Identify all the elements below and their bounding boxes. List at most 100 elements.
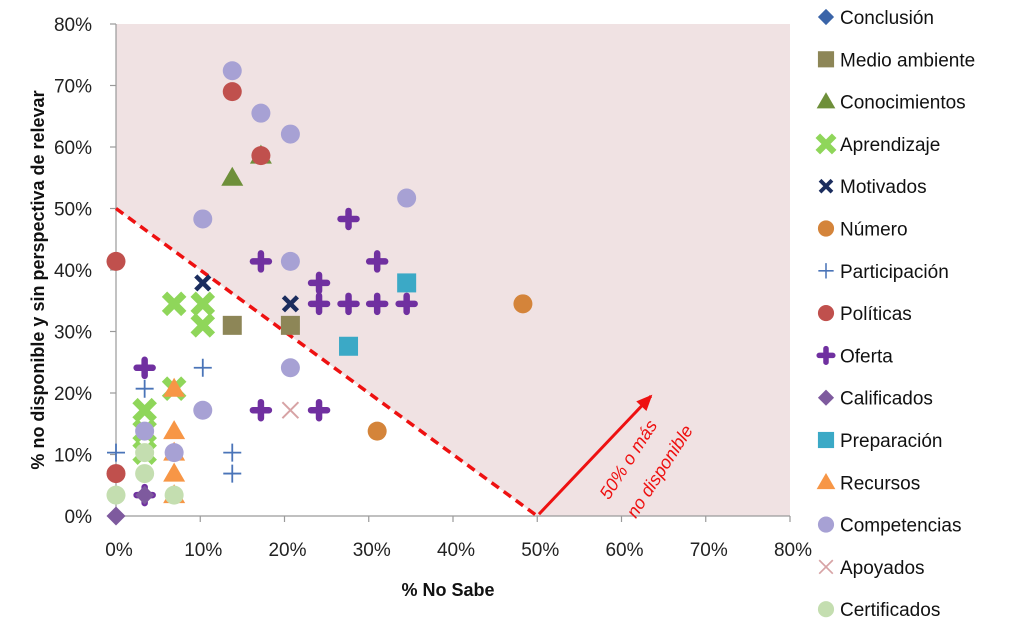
data-point: [223, 464, 242, 483]
legend-marker: [817, 305, 835, 322]
y-tick-label: 10%: [54, 446, 92, 467]
x-axis-title: % No Sabe: [401, 580, 494, 600]
y-axis: 0% 10% 20% 30% 40% 50% 60% 70% 80%: [54, 15, 116, 528]
legend-label: Competencias: [840, 516, 961, 537]
data-point: [307, 398, 331, 422]
y-tick-label: 40%: [54, 261, 92, 282]
series-competencias: [135, 61, 417, 463]
legend-item: Número: [817, 220, 908, 241]
data-point: [135, 379, 154, 398]
x-tick-label: 60%: [605, 540, 643, 561]
annotation-arrow: [537, 394, 653, 516]
legend-label: Preparación: [840, 431, 942, 452]
legend-marker: [816, 472, 836, 490]
data-point: [397, 188, 417, 208]
data-point: [193, 209, 213, 229]
legend-label: Certificados: [840, 600, 940, 621]
data-points: [106, 61, 533, 526]
data-point: [164, 443, 184, 463]
y-tick-label: 30%: [54, 323, 92, 344]
y-tick-label: 20%: [54, 384, 92, 405]
data-point: [365, 250, 389, 273]
legend-marker: [817, 389, 835, 406]
data-point: [194, 274, 212, 292]
data-point: [106, 506, 126, 526]
series-políticas: [106, 82, 271, 484]
data-point: [133, 356, 156, 380]
legend-label: Conclusión: [840, 8, 934, 29]
data-point: [397, 273, 417, 293]
data-point: [106, 485, 126, 505]
y-axis-title: % no disponible y sin perspectiva de rel…: [28, 90, 48, 469]
legend-item: Calificados: [817, 389, 933, 410]
legend-item: Participación: [818, 262, 949, 283]
legend-label: Conocimientos: [840, 93, 966, 114]
series-certificados: [106, 443, 184, 505]
legend-item: Oferta: [816, 345, 893, 367]
data-point: [161, 291, 187, 317]
x-tick-label: 0%: [105, 540, 133, 561]
legend-item: Conocimientos: [816, 92, 966, 114]
legend-item: Motivados: [818, 177, 927, 198]
x-tick-label: 10%: [184, 540, 222, 561]
legend-item: Apoyados: [818, 558, 925, 579]
data-point: [307, 271, 331, 295]
legend-item: Recursos: [816, 472, 920, 494]
x-tick-label: 70%: [690, 540, 728, 561]
data-point: [367, 421, 387, 441]
data-point: [307, 292, 331, 316]
legend-marker: [816, 345, 836, 365]
legend-marker: [818, 178, 834, 194]
legend-label: Motivados: [840, 177, 927, 198]
data-point: [281, 401, 300, 419]
legend-marker: [815, 133, 837, 155]
data-point: [251, 103, 271, 123]
series-calificados: [106, 485, 155, 526]
data-point: [222, 82, 242, 102]
x-tick-label: 50%: [521, 540, 559, 561]
data-point: [135, 464, 155, 484]
data-point: [513, 294, 533, 314]
legend-label: Recursos: [840, 473, 920, 494]
legend-marker: [817, 601, 835, 618]
y-tick-label: 70%: [54, 77, 92, 98]
legend-item: Aprendizaje: [815, 133, 940, 156]
data-point: [251, 146, 271, 166]
legend-item: Certificados: [817, 600, 940, 621]
data-point: [395, 292, 418, 316]
legend-marker: [817, 516, 835, 533]
x-tick-label: 80%: [774, 540, 812, 561]
data-point: [223, 443, 242, 462]
data-point: [280, 358, 300, 378]
legend-marker: [817, 220, 835, 237]
legend-marker: [817, 8, 835, 26]
data-point: [337, 292, 360, 316]
data-point: [163, 377, 186, 397]
x-tick-label: 30%: [353, 540, 391, 561]
data-point: [193, 358, 212, 377]
data-point: [106, 251, 126, 271]
legend-label: Medio ambiente: [840, 50, 975, 71]
data-point: [132, 397, 157, 423]
legend-item: Medio ambiente: [817, 50, 975, 71]
legend-marker: [817, 431, 835, 449]
data-point: [280, 315, 300, 335]
data-point: [280, 124, 300, 144]
legend-label: Políticas: [840, 304, 912, 325]
legend-label: Número: [840, 220, 908, 241]
series-participación: [107, 358, 242, 483]
x-axis: 0% 10% 20% 30% 40% 50% 60% 70% 80%: [105, 516, 812, 561]
y-tick-label: 60%: [54, 138, 92, 159]
legend-label: Participación: [840, 262, 949, 283]
data-point: [222, 61, 242, 81]
x-tick-label: 40%: [437, 540, 475, 561]
arrow-head: [636, 394, 653, 412]
arrow-shaft: [537, 395, 653, 516]
legend-label: Calificados: [840, 389, 933, 410]
legend-item: Preparación: [817, 431, 942, 452]
legend-marker: [818, 559, 834, 575]
legend-marker: [816, 92, 836, 109]
legend-marker: [818, 263, 834, 279]
data-point: [281, 295, 299, 313]
